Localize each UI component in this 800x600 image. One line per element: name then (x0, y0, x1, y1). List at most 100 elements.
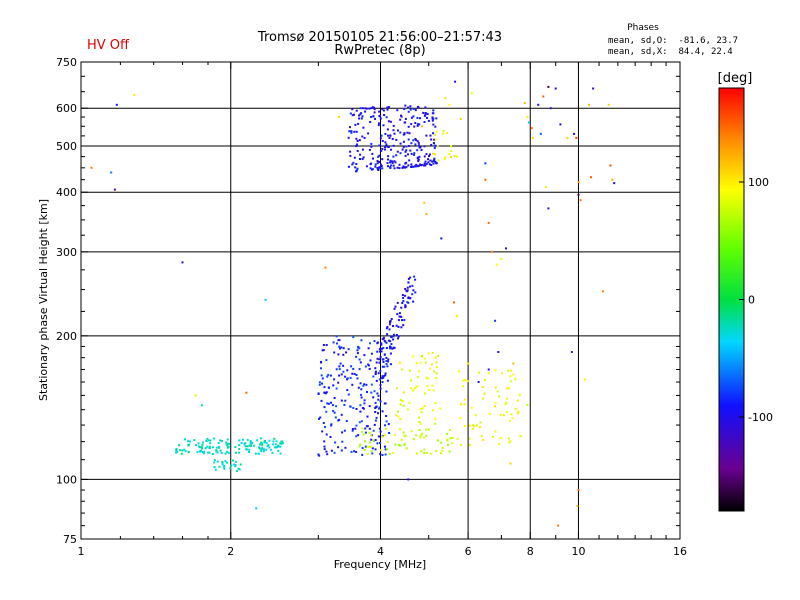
data-point (384, 434, 386, 437)
data-point (434, 125, 437, 128)
data-point (446, 432, 449, 435)
data-point (433, 160, 435, 162)
data-point (451, 436, 454, 439)
data-point (326, 402, 329, 405)
data-point (402, 146, 405, 149)
data-point (385, 341, 388, 344)
data-point (223, 467, 226, 470)
data-point (367, 132, 370, 135)
data-point (416, 165, 419, 168)
data-point (423, 452, 426, 455)
data-point (333, 351, 336, 354)
data-point (349, 112, 352, 115)
data-point (419, 361, 422, 364)
data-point (425, 428, 428, 431)
data-point (259, 441, 262, 444)
data-point (430, 363, 433, 366)
data-point (421, 407, 424, 410)
data-point (322, 422, 325, 424)
data-point (377, 407, 380, 410)
data-point (404, 304, 407, 307)
data-point (409, 149, 412, 152)
data-point (325, 391, 328, 394)
data-point (410, 152, 413, 155)
data-point (389, 167, 392, 169)
data-point (375, 370, 377, 373)
data-point (320, 360, 322, 363)
data-point (391, 161, 394, 164)
data-point (237, 467, 240, 470)
data-point (389, 345, 391, 348)
data-point (431, 384, 434, 387)
y-axis-label: Stationary phase Virtual Height [km] (37, 199, 50, 401)
data-point (429, 153, 431, 156)
data-point (441, 449, 444, 452)
data-point (263, 440, 266, 442)
data-point (408, 159, 411, 162)
data-point (518, 394, 521, 397)
data-point (329, 374, 332, 377)
colorbar-tick-label: 100 (748, 176, 769, 189)
data-point (514, 378, 517, 381)
data-point (266, 445, 269, 448)
data-point (332, 384, 335, 387)
data-point (401, 148, 404, 151)
data-point (423, 155, 426, 158)
data-point (374, 163, 377, 166)
data-point (208, 445, 211, 448)
data-point (323, 406, 326, 409)
data-point (442, 132, 445, 135)
data-point (539, 132, 542, 135)
data-point (456, 315, 458, 318)
colorbar-tick-label: 0 (748, 294, 755, 307)
data-point (356, 150, 359, 152)
data-point (370, 450, 373, 453)
data-point (211, 453, 214, 455)
data-point (202, 441, 204, 444)
data-point (509, 440, 512, 443)
data-point (423, 162, 426, 165)
data-point (202, 452, 205, 455)
plot-area: 1 2 4 6 8 10 16 75 100 200 300 400 500 600 750 (56, 56, 687, 558)
data-point (468, 437, 471, 440)
data-point (370, 391, 373, 394)
data-point (208, 451, 211, 454)
data-point (347, 136, 350, 139)
data-point (384, 133, 387, 135)
data-point (113, 188, 116, 191)
data-point (462, 385, 465, 388)
data-point (547, 207, 550, 210)
data-point (459, 117, 462, 120)
data-point (435, 372, 438, 375)
data-point (337, 353, 340, 356)
data-point (264, 298, 267, 301)
data-point (385, 360, 388, 362)
data-point (384, 148, 386, 151)
data-point (381, 108, 384, 111)
data-point (238, 439, 241, 442)
data-point (335, 405, 338, 408)
data-point (327, 402, 330, 405)
data-point (382, 347, 385, 349)
data-point (505, 247, 507, 250)
data-point (428, 389, 431, 392)
data-point (352, 336, 355, 339)
data-point (613, 182, 616, 185)
data-point (487, 221, 490, 224)
data-point (384, 428, 387, 430)
data-point (355, 435, 358, 438)
data-point (383, 365, 386, 368)
data-point (416, 385, 419, 388)
data-point (184, 450, 187, 453)
data-point (208, 447, 211, 449)
data-point (392, 124, 395, 127)
data-point (230, 464, 233, 467)
data-point (363, 136, 366, 139)
data-point (432, 109, 435, 112)
data-point (413, 153, 415, 156)
data-point (396, 166, 399, 169)
data-point (364, 365, 367, 368)
x-tick-label: 1 (78, 545, 85, 558)
data-point (418, 421, 421, 423)
data-point (382, 360, 385, 363)
